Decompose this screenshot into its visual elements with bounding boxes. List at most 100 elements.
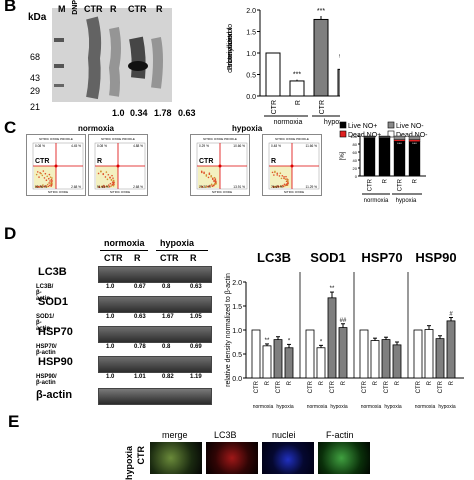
bar-b <box>338 69 340 96</box>
lane-label-r-2: R <box>156 4 163 14</box>
y-tick-label-c: 80 <box>353 142 358 147</box>
wb-ratio-value: 1.67 <box>162 314 174 320</box>
flow-event <box>36 174 38 176</box>
annotation-d: # <box>449 312 453 318</box>
y-axis-label-b-line: control <box>227 27 234 48</box>
micro-lc3b <box>206 442 258 474</box>
wb-band-row <box>98 296 212 313</box>
density-4: 0.63 <box>178 108 196 118</box>
flow-event <box>49 185 51 187</box>
flow-x-axis: NITRIC OXIDE <box>48 190 68 194</box>
quad-value: 4.88 % <box>133 144 143 148</box>
annotation-d: ** <box>330 286 335 292</box>
wb-protein-name: SOD1 <box>38 296 68 308</box>
density-3: 1.78 <box>154 108 172 118</box>
flow-event <box>48 178 50 180</box>
flow-event <box>215 181 217 183</box>
flow-event <box>46 179 48 181</box>
wb-ratio-value: 0.8 <box>162 344 170 350</box>
flow-event <box>51 184 53 186</box>
flow-event <box>50 185 52 187</box>
x-tick-label-c: CTR <box>398 178 404 191</box>
flow-event <box>100 170 102 172</box>
annotation-c: *** <box>397 141 402 146</box>
annotation-d: ** <box>265 338 270 344</box>
flow-plot-title: NITRIC OXIDE PROFILE <box>39 137 73 141</box>
flow-event <box>276 172 278 174</box>
group-title-d: LC3B <box>257 250 291 265</box>
y-tick-label-b: 1.0 <box>246 51 256 58</box>
flow-event <box>109 186 111 188</box>
micro-factin <box>318 442 370 474</box>
legend-label: Live NO+ <box>348 123 377 130</box>
legend-label: Live NO- <box>396 123 424 130</box>
flow-event <box>37 171 39 173</box>
wb-ratio-value: 1.0 <box>106 284 114 290</box>
hypoxia-underline-d <box>156 250 208 251</box>
y-axis-label-d: relative density normalized to β-actin <box>225 273 232 387</box>
panel-letter-e: E <box>8 412 19 432</box>
quad-value: 13.91 % <box>233 185 245 189</box>
stacked-bar-c <box>409 137 420 140</box>
flow-event <box>44 177 46 179</box>
flow-plot-title: NITRIC OXIDE PROFILE <box>203 137 237 141</box>
flow-sample-label: R <box>271 158 276 165</box>
subgroup-label-d: normoxia <box>415 404 436 410</box>
x-tick-label-c: R <box>413 178 419 183</box>
flow-event <box>46 175 48 177</box>
lane-label-ctr-1: CTR <box>84 4 103 14</box>
group-label-c: hypoxia <box>396 198 417 204</box>
bar-d <box>306 330 314 378</box>
micro-merge <box>150 442 202 474</box>
flow-event <box>49 180 51 182</box>
flow-event <box>283 176 285 178</box>
flow-event <box>214 177 216 179</box>
flow-event <box>98 173 100 175</box>
lane-label-dnp: DNP <box>72 0 79 15</box>
bar-d <box>360 330 368 378</box>
flow-event <box>49 174 51 176</box>
flow-event <box>102 174 104 176</box>
flow-event <box>105 176 107 178</box>
flow-event <box>111 175 113 177</box>
flow-event <box>213 181 215 183</box>
bar-d <box>328 298 336 378</box>
normoxia-title-c: normoxia <box>78 124 114 133</box>
flow-event <box>209 172 211 174</box>
quad-center <box>117 165 120 168</box>
panel-letter-c: C <box>4 118 16 138</box>
wb-ratio-value: 1.0 <box>106 344 114 350</box>
flow-event <box>206 175 208 177</box>
flow-event <box>273 174 275 176</box>
wb-ratio-value: 0.78 <box>134 344 146 350</box>
bar-d <box>263 346 271 378</box>
quad-value: 10.66 % <box>233 144 245 148</box>
micro-nuclei <box>262 442 314 474</box>
mw-marker-21: 21 <box>30 102 40 112</box>
wb-ratio-value: 1.0 <box>106 374 114 380</box>
legend-swatch <box>340 131 346 137</box>
x-tick-label-d: CTR <box>254 380 260 393</box>
bar-d <box>371 341 379 378</box>
quad-value: 11.29 % <box>306 185 318 189</box>
x-tick-label-b: R <box>295 100 302 105</box>
bar-d <box>382 340 390 378</box>
channel-factin: F-actin <box>326 430 354 440</box>
annotation-d: * <box>320 339 323 345</box>
wb-ratio-value: 0.82 <box>162 374 174 380</box>
x-tick-label-d: R <box>287 380 293 385</box>
x-tick-label-d: CTR <box>276 380 282 393</box>
quad-value: 0.08 % <box>35 144 45 148</box>
legend-swatch <box>340 122 346 128</box>
panel-letter-b: B <box>4 0 16 16</box>
flow-event <box>47 184 49 186</box>
flow-event <box>106 171 108 173</box>
blot-b-area: kDa M DNP CTR R CTR R 68 43 29 21 1.0 0.… <box>28 0 188 120</box>
flow-x-axis: NITRIC OXIDE <box>284 190 304 194</box>
flow-event <box>212 178 214 180</box>
